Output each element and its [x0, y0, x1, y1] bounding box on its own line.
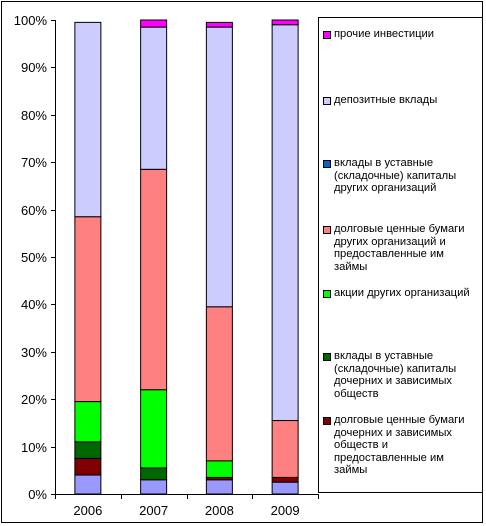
- bar-segment: [271, 24, 299, 422]
- y-tick-label: 10%: [21, 440, 47, 455]
- legend-swatch: [323, 97, 331, 105]
- bar-segment: [205, 479, 233, 495]
- y-tick-labels: 0% 10% 20% 30% 40% 50% 60% 70% 80% 90% 100%: [14, 13, 48, 502]
- y-tick-label: 70%: [21, 155, 47, 170]
- legend-label: прочие инвестиции: [334, 28, 435, 40]
- y-tick-label: 40%: [21, 297, 47, 312]
- legend-swatch: [323, 31, 331, 39]
- y-tick-label: 100%: [14, 13, 48, 28]
- bar-segment: [271, 481, 299, 495]
- bar-segment: [74, 216, 102, 403]
- legend-swatch: [323, 290, 331, 298]
- x-tick-labels: 2006 2007 2008 2009: [73, 503, 299, 518]
- x-tick-label: 2009: [271, 503, 300, 518]
- bar-segment: [74, 474, 102, 495]
- y-tick-label: 60%: [21, 203, 47, 218]
- bar-segment: [74, 21, 102, 218]
- y-tick-label: 20%: [21, 392, 47, 407]
- x-tick-marks: [55, 494, 319, 499]
- legend-label: вклады в уставные (складочные) капиталы …: [334, 157, 457, 194]
- bar-segment: [205, 21, 233, 28]
- bar-segment: [271, 19, 299, 26]
- legend: прочие инвестиции депозитные вклады вклады…: [318, 17, 483, 493]
- legend-label: депозитные вклады: [334, 94, 438, 106]
- bar-segment: [140, 467, 168, 481]
- legend-swatch: [323, 417, 331, 425]
- bar-segment: [74, 457, 102, 476]
- x-tick-label: 2008: [205, 503, 234, 518]
- legend-label: вклады в уставные (складочные) капиталы …: [334, 350, 457, 400]
- bar-segment: [205, 26, 233, 308]
- legend-label: акции других организаций: [334, 287, 470, 299]
- bars-layer: [74, 19, 299, 495]
- bar-segment: [205, 306, 233, 462]
- y-tick-marks: [51, 20, 55, 495]
- legend-swatch: [323, 353, 331, 361]
- y-tick-label: 90%: [21, 60, 47, 75]
- bar-segment: [74, 441, 102, 459]
- y-tick-label: 50%: [21, 250, 47, 265]
- bar-segment: [205, 460, 233, 478]
- bar-segment: [74, 401, 102, 443]
- bar-segment: [140, 389, 168, 469]
- bar-segment: [140, 479, 168, 495]
- bar-segment: [271, 420, 299, 478]
- y-tick-label: 30%: [21, 345, 47, 360]
- axes-layer: [55, 20, 318, 495]
- y-tick-label: 0%: [28, 487, 47, 502]
- bar-segment: [140, 26, 168, 170]
- y-tick-label: 80%: [21, 108, 47, 123]
- x-tick-label: 2007: [139, 503, 168, 518]
- legend-label: долговые ценные бумаги дочерних и зависи…: [334, 414, 465, 476]
- legend-swatch: [323, 226, 331, 234]
- legend-swatch: [323, 160, 331, 168]
- bar-segment: [140, 168, 168, 391]
- bar-segment: [140, 19, 168, 28]
- bar-segment: [271, 476, 299, 483]
- x-tick-label: 2006: [73, 503, 102, 518]
- legend-label: долговые ценные бумаги других организаци…: [334, 223, 465, 273]
